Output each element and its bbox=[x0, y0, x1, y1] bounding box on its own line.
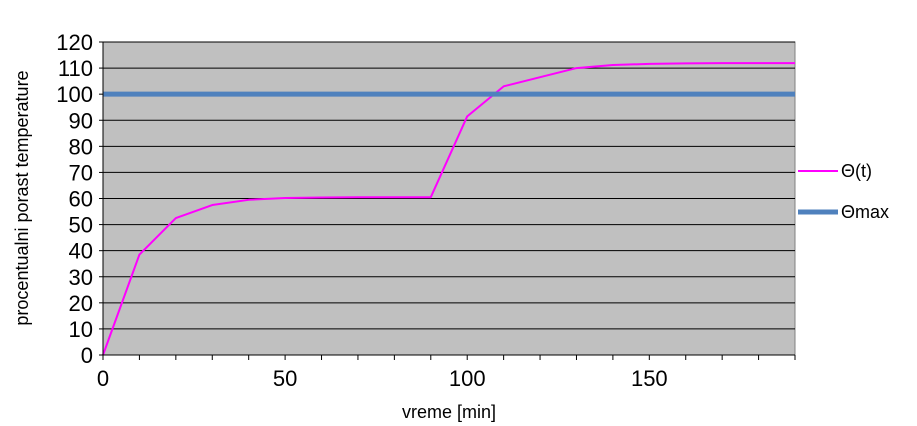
y-tick-label: 50 bbox=[69, 213, 93, 238]
y-tick-label: 90 bbox=[69, 108, 93, 133]
legend-item-theta-max-label: Θmax bbox=[841, 202, 889, 222]
y-axis-label: procentualni porast temperature bbox=[12, 70, 32, 325]
y-tick-label: 30 bbox=[69, 265, 93, 290]
y-tick-label: 60 bbox=[69, 187, 93, 212]
x-tick-labels: 0 50 100 150 bbox=[97, 366, 668, 391]
y-tick-label: 40 bbox=[69, 239, 93, 264]
y-tick-label: 120 bbox=[56, 30, 93, 55]
y-tick-label: 80 bbox=[69, 134, 93, 159]
series-group bbox=[102, 62, 795, 356]
x-tick-label: 100 bbox=[449, 366, 486, 391]
x-tick-label: 0 bbox=[97, 366, 109, 391]
y-tick-label: 70 bbox=[69, 160, 93, 185]
y-tick-label: 110 bbox=[58, 56, 93, 81]
y-tick-label: 100 bbox=[56, 82, 93, 107]
x-tick-label: 150 bbox=[631, 366, 668, 391]
x-axis-label: vreme [min] bbox=[402, 402, 496, 422]
legend-item-theta-t-label: Θ(t) bbox=[841, 161, 872, 181]
y-tick-label: 20 bbox=[69, 291, 93, 316]
axes bbox=[99, 41, 796, 360]
x-tick-label: 50 bbox=[273, 366, 297, 391]
y-tick-label: 10 bbox=[69, 317, 93, 342]
legend: Θ(t) Θmax bbox=[798, 161, 889, 222]
y-tick-label: 0 bbox=[81, 343, 93, 368]
series-line-theta-t bbox=[102, 62, 795, 356]
